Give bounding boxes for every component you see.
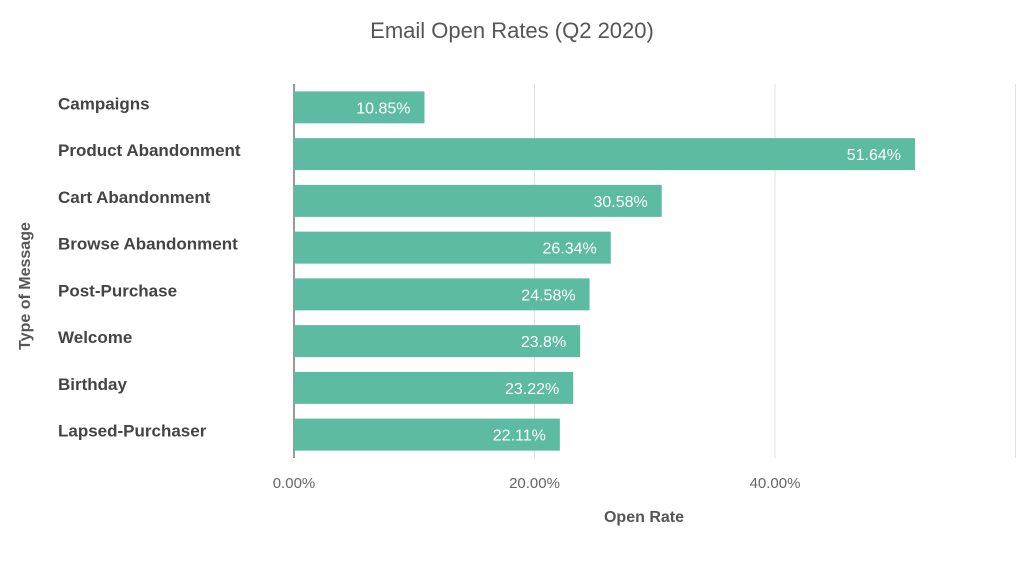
x-tick-label: 40.00% <box>750 475 801 492</box>
x-tick-label: 20.00% <box>509 475 560 492</box>
x-tick-label: 0.00% <box>273 475 316 492</box>
category-label: Browse Abandonment <box>58 235 238 254</box>
bar-value-label: 10.85% <box>356 100 410 117</box>
bar-value-label: 24.58% <box>521 287 575 304</box>
bar <box>294 91 425 124</box>
bar <box>294 138 915 171</box>
y-axis-label: Type of Message <box>17 222 34 350</box>
bar <box>294 371 574 404</box>
x-tick-labels: 0.00% 20.00% 40.00% <box>273 475 801 492</box>
x-axis-label: Open Rate <box>604 509 684 526</box>
bar-value-label: 51.64% <box>847 147 901 164</box>
category-label: Cart Abandonment <box>58 188 211 207</box>
bar <box>294 231 611 264</box>
category-label: Product Abandonment <box>58 141 241 160</box>
bars: 10.85% 51.64% 30.58% 26.34% 24.58% 23.8% 23.22… <box>294 91 915 451</box>
category-label: Campaigns <box>58 94 150 113</box>
category-label: Lapsed-Purchaser <box>58 422 207 441</box>
category-labels: Campaigns Product Abandonment Cart Abandon… <box>58 94 241 440</box>
bar-value-label: 26.34% <box>542 241 596 258</box>
bar-value-label: 23.22% <box>505 381 559 398</box>
bar-value-label: 22.11% <box>493 428 546 445</box>
bar <box>294 184 662 217</box>
category-label: Birthday <box>58 375 128 394</box>
bar-value-label: 30.58% <box>593 194 647 211</box>
bar <box>294 325 581 358</box>
category-label: Post-Purchase <box>58 281 177 300</box>
bar <box>294 278 590 311</box>
chart-title: Email Open Rates (Q2 2020) <box>370 18 654 43</box>
bar <box>294 418 560 451</box>
category-label: Welcome <box>58 328 132 347</box>
bar-value-label: 23.8% <box>521 334 566 351</box>
